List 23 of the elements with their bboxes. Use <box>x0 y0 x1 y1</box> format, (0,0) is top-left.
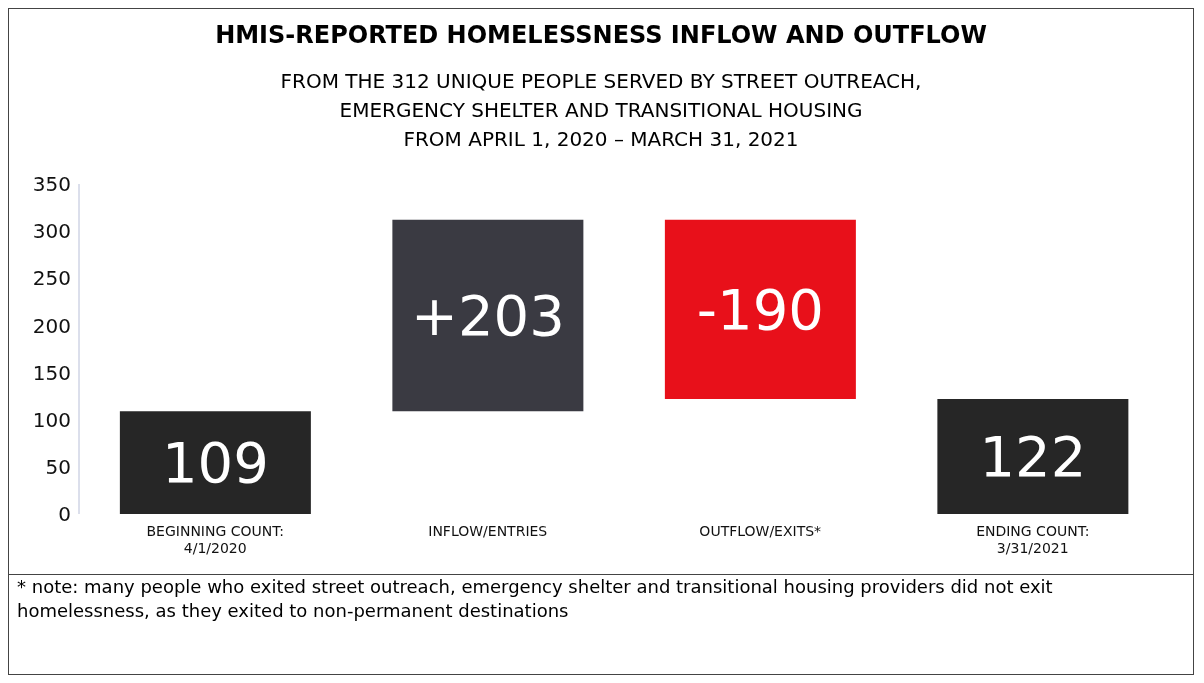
data-label: -190 <box>696 277 824 343</box>
data-label: 109 <box>161 430 269 496</box>
y-tick-label: 250 <box>32 266 71 291</box>
x-tick-label: INFLOW/ENTRIES <box>428 523 548 539</box>
y-tick-label: 100 <box>32 407 71 432</box>
y-tick-label: 50 <box>45 454 71 479</box>
chart-title: HMIS-REPORTED HOMELESSNESS INFLOW AND OUTFLOW <box>214 21 988 49</box>
bar <box>664 219 856 399</box>
y-tick-label: 350 <box>32 172 71 197</box>
data-label: 122 <box>979 424 1087 490</box>
text: * note: many people who exited street outreach, emergency shelter and transitional housing providers did not exit homelessness, as they exited to non-permanent destinations <box>9 574 1193 623</box>
bar <box>937 398 1129 514</box>
bar <box>392 219 584 412</box>
y-tick-label: 150 <box>32 360 71 385</box>
y-tick-label: 200 <box>32 313 71 338</box>
x-tick-label: ENDING COUNT: 3/31/2021 <box>976 523 1090 556</box>
y-tick-label: 0 <box>58 502 71 527</box>
y-tick-label: 300 <box>32 219 71 244</box>
x-tick-label: BEGINNING COUNT: 4/1/2020 <box>146 523 285 556</box>
x-tick-label: OUTFLOW/EXITS* <box>699 523 822 539</box>
chart-subtitle: FROM THE 312 UNIQUE PEOPLE SERVED BY STREET OUTREACH, EMERGENCY SHELTER AND TRANSITIONAL HOUSING FROM APRIL 1, 2020 – MARCH 31, 2021 <box>279 68 923 153</box>
bar <box>119 411 311 514</box>
data-label: +203 <box>410 283 565 349</box>
